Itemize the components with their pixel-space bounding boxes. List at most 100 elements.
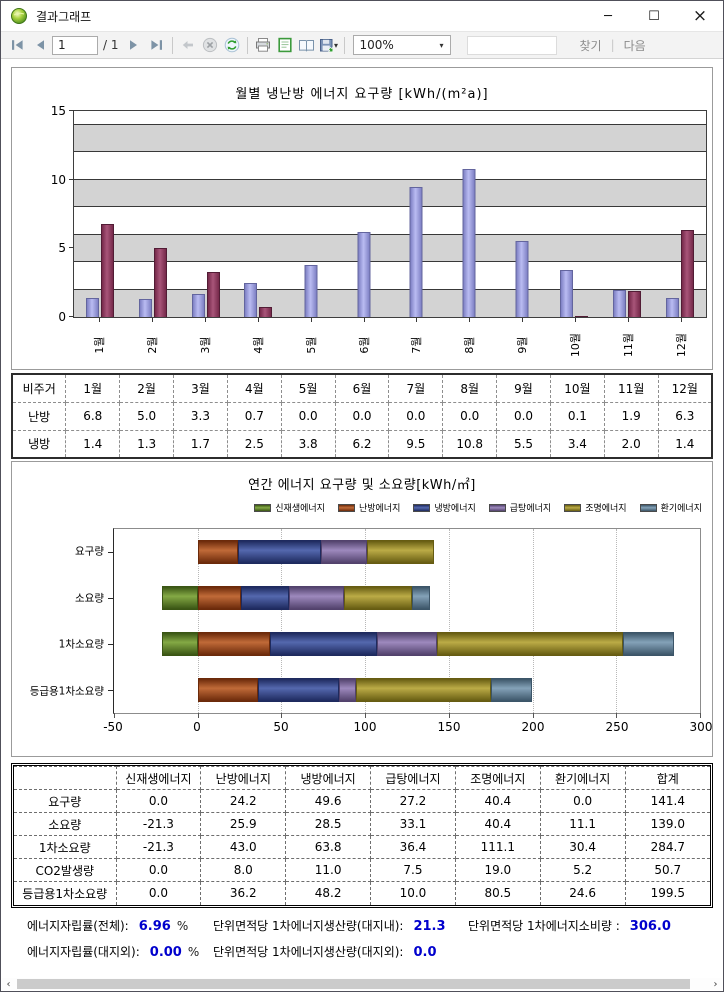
scrollbar-thumb[interactable] [17, 979, 691, 989]
table-header-row: 비주거 1월 2월 3월 4월 5월 6월 7월 8월 9월 10월 11월 12월 [11, 373, 713, 403]
horizontal-scrollbar[interactable]: ‹ › [2, 978, 722, 990]
y-axis-tick-label: 0 [58, 310, 66, 324]
toolbar-separator [171, 36, 173, 54]
bar-pair [86, 111, 115, 317]
first-page-button[interactable] [7, 34, 27, 56]
segment-환기에너지 [411, 586, 431, 610]
gridline [74, 178, 706, 180]
bar-난방 [101, 223, 115, 317]
y-axis-tick [69, 110, 74, 111]
print-layout-icon [277, 37, 292, 53]
plot-band [74, 289, 706, 317]
value-cell: 28.5 [285, 812, 372, 836]
row-label-cell: 소요량 [14, 812, 117, 836]
summary-value: 306.0 [629, 918, 671, 934]
category-label: 1차소요량 [58, 638, 104, 651]
print-button[interactable] [253, 34, 273, 56]
bar-난방 [154, 248, 167, 317]
value-cell: 3.3 [173, 401, 228, 431]
value-cell: 1.7 [173, 429, 228, 459]
x-axis-category: 3월 [179, 318, 232, 368]
header-cell: 냉방에너지 [285, 766, 372, 790]
x-axis-tick [363, 318, 365, 322]
report-page: 월별 냉난방 에너지 요구량 [kWh/(m²a)] 0 5 10 15 1월 2월 3월… [1, 59, 723, 977]
x-axis-tick-label: 50 [273, 720, 289, 734]
value-cell: 6.2 [334, 429, 390, 459]
value-cell: 33.1 [370, 812, 456, 836]
annual-table-border: 신재생에너지 난방에너지 냉방에너지 급탕에너지 조명에너지 환기에너지 합계 요구량 0.0 2… [11, 763, 713, 908]
value-cell: 43.0 [200, 835, 287, 859]
last-page-button[interactable] [147, 34, 167, 56]
stop-button[interactable] [200, 34, 220, 56]
segment-냉방에너지 [238, 540, 322, 564]
toolbar: / 1 ▾ 100% [1, 31, 723, 59]
x-axis-tick [700, 713, 701, 718]
scroll-right-arrow-icon[interactable]: › [713, 978, 718, 990]
scrollbar-track[interactable] [15, 978, 709, 990]
y-axis-tick-label: 5 [58, 241, 66, 256]
gridline [74, 151, 706, 153]
value-cell: 11.1 [539, 812, 626, 836]
back-button[interactable] [178, 34, 198, 56]
header-cell: 5월 [280, 373, 336, 403]
x-axis-category: 4월 [231, 318, 284, 368]
x-axis-category: 8월 [443, 318, 496, 368]
bar-냉방 [191, 293, 205, 317]
x-axis-tick [99, 318, 101, 322]
print-layout-button[interactable] [275, 34, 295, 56]
legend-label: 신재생에너지 [275, 504, 325, 514]
annual-chart-title: 연간 에너지 요구량 및 소요량[kWh/㎡] [248, 478, 476, 493]
x-axis-tick [522, 318, 524, 322]
category-tick [108, 690, 114, 691]
vertical-gridline [197, 529, 199, 713]
bar-난방 [575, 315, 589, 317]
summary-value: 6.96 [138, 918, 171, 934]
page-number-input[interactable] [52, 35, 98, 55]
toolbar-separator [246, 36, 248, 54]
app-icon [10, 7, 28, 25]
find-button[interactable]: 찾기 [579, 38, 602, 53]
scroll-left-arrow-icon[interactable]: ‹ [6, 978, 11, 990]
summary-value: 21.3 [413, 918, 446, 934]
x-axis-tick-label: 6월 [357, 336, 371, 354]
maximize-button[interactable]: ☐ [648, 8, 660, 24]
minimize-button[interactable]: ─ [604, 8, 612, 24]
x-axis-tick [448, 713, 450, 718]
value-cell: 5.5 [496, 429, 551, 459]
segment-급탕에너지 [288, 586, 345, 610]
bar-냉방 [86, 297, 100, 317]
close-button[interactable]: × [692, 6, 708, 26]
previous-page-button[interactable] [29, 34, 49, 56]
save-export-icon [319, 38, 334, 52]
page-setup-button[interactable] [297, 34, 317, 56]
refresh-button[interactable] [222, 34, 242, 56]
vertical-gridline [448, 529, 450, 713]
x-axis-tick-label: 2월 [146, 336, 160, 354]
category-label: 소요량 [75, 592, 104, 605]
value-cell: 1.9 [603, 401, 659, 431]
summary-label: 단위면적당 1차에너지소비량 : [468, 918, 620, 933]
value-cell: 6.3 [657, 401, 713, 431]
segment-난방에너지 [197, 632, 270, 656]
legend-item: 냉방에너지 [413, 501, 476, 514]
find-next-button[interactable]: 다음 [623, 38, 646, 53]
x-axis-category: 5월 [284, 318, 337, 368]
value-cell: 50.7 [624, 858, 710, 882]
header-cell: 난방에너지 [200, 766, 287, 790]
value-cell: 40.4 [454, 789, 541, 813]
x-axis-tick-label: -50 [103, 720, 123, 734]
segment-조명에너지 [366, 540, 435, 564]
segment-조명에너지 [344, 586, 412, 610]
bar-pair [462, 111, 476, 317]
next-page-button[interactable] [125, 34, 145, 56]
table-row: 난방 6.8 5.0 3.3 0.7 0.0 0.0 0.0 0.0 0.0 0.1 1.9 6.3 [11, 401, 713, 431]
table-row: CO2발생량 0.0 8.0 11.0 7.5 19.0 5.2 50.7 [14, 858, 710, 882]
x-axis-tick [532, 713, 534, 718]
export-dropdown-caret[interactable]: ▾ [333, 40, 338, 50]
find-text-input[interactable] [466, 35, 557, 55]
gridline [74, 261, 706, 263]
zoom-select[interactable]: 100% ▾ [352, 35, 451, 55]
x-axis-tick-label: 5월 [304, 336, 318, 354]
export-button[interactable]: ▾ [319, 34, 339, 56]
monthly-table: 비주거 1월 2월 3월 4월 5월 6월 7월 8월 9월 10월 11월 12월 난방 6.8 5.0 3.… [11, 373, 713, 459]
